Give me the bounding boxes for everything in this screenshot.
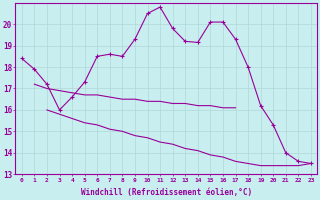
X-axis label: Windchill (Refroidissement éolien,°C): Windchill (Refroidissement éolien,°C) xyxy=(81,188,252,197)
